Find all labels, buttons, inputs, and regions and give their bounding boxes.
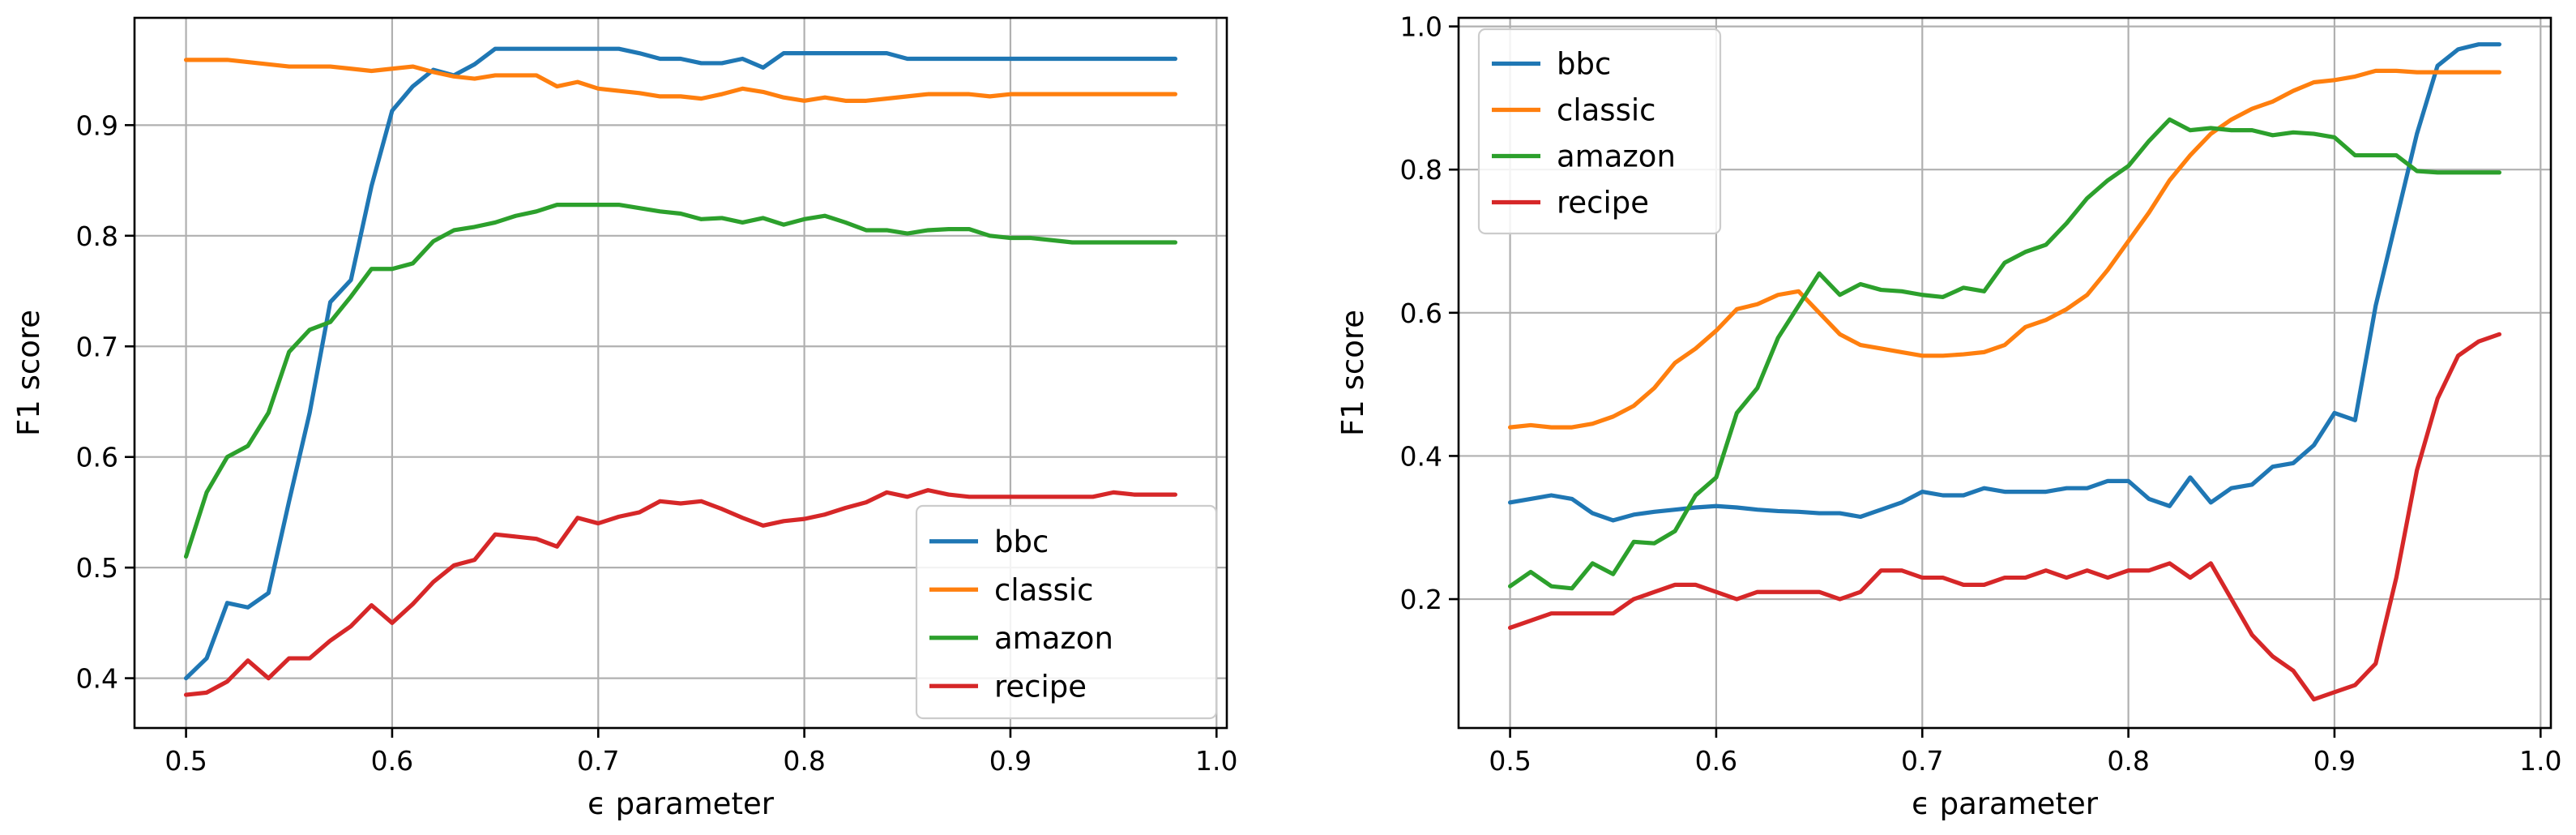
y-tick-label: 0.4 xyxy=(76,663,118,695)
series-line-recipe xyxy=(183,488,1178,697)
series-line-amazon xyxy=(1507,117,2502,591)
series-line-amazon xyxy=(183,203,1178,559)
x-tick-label: 0.5 xyxy=(1489,745,1531,777)
y-tick-label: 0.5 xyxy=(76,552,118,584)
y-tick-label: 0.8 xyxy=(76,221,118,252)
y-tick-label: 1.0 xyxy=(1400,11,1442,43)
x-tick-label: 0.9 xyxy=(2313,745,2356,777)
y-axis-label: F1 score xyxy=(1335,310,1370,436)
plot-frame xyxy=(1457,16,2553,730)
x-tick-label: 0.7 xyxy=(577,745,619,777)
x-tick-label: 0.7 xyxy=(1901,745,1943,777)
x-tick-label: 0.8 xyxy=(783,745,825,777)
legend-label-recipe: recipe xyxy=(994,669,1087,704)
x-tick-label: 0.9 xyxy=(989,745,1032,777)
x-axis-label: ϵ parameter xyxy=(1912,786,2099,821)
legend-label-recipe: recipe xyxy=(1557,186,1649,221)
series-line-classic xyxy=(1507,68,2502,430)
series-line-bbc xyxy=(1507,42,2502,523)
x-tick-label: 1.0 xyxy=(1195,745,1237,777)
x-tick-label: 1.0 xyxy=(2519,745,2561,777)
x-tick-label: 0.6 xyxy=(371,745,413,777)
legend: bbc classic amazon recipe xyxy=(1477,28,1722,235)
y-tick-label: 0.8 xyxy=(1400,154,1442,186)
series-line-bbc xyxy=(183,46,1178,681)
legend-label-classic: classic xyxy=(994,572,1093,607)
legend-label-bbc: bbc xyxy=(1557,47,1611,82)
y-tick-label: 0.9 xyxy=(76,109,118,141)
x-tick-label: 0.8 xyxy=(2107,745,2149,777)
y-tick-label: 0.6 xyxy=(1400,298,1442,329)
left-f1-chart: 0.5 0.6 0.7 0.8 0.9 1.0 0.4 0.5 0.6 0.7 0.8 0.9 ϵ pa… xyxy=(11,16,1238,821)
legend-label-amazon: amazon xyxy=(1557,139,1676,174)
legend-label-amazon: amazon xyxy=(994,621,1113,656)
x-tick-label: 0.6 xyxy=(1695,745,1737,777)
y-tick-label: 0.2 xyxy=(1400,584,1442,615)
legend-label-classic: classic xyxy=(1557,93,1655,128)
x-tick-label: 0.5 xyxy=(164,745,207,777)
right-f1-chart: 0.5 0.6 0.7 0.8 0.9 1.0 0.2 0.4 0.6 0.8 1.0 ϵ param… xyxy=(1335,11,2562,821)
series-line-recipe xyxy=(1507,332,2502,702)
y-tick-label: 0.6 xyxy=(76,442,118,473)
y-tick-label: 0.4 xyxy=(1400,440,1442,472)
legend-box xyxy=(915,504,1218,720)
y-axis-label: F1 score xyxy=(11,310,46,436)
y-tick-label: 0.7 xyxy=(76,331,118,362)
series-line-classic xyxy=(183,58,1178,103)
legend: bbc classic amazon recipe xyxy=(915,504,1218,720)
legend-box xyxy=(1477,28,1722,235)
legend-label-bbc: bbc xyxy=(994,525,1049,559)
x-axis-label: ϵ parameter xyxy=(587,786,775,821)
plot-frame xyxy=(133,16,1228,730)
